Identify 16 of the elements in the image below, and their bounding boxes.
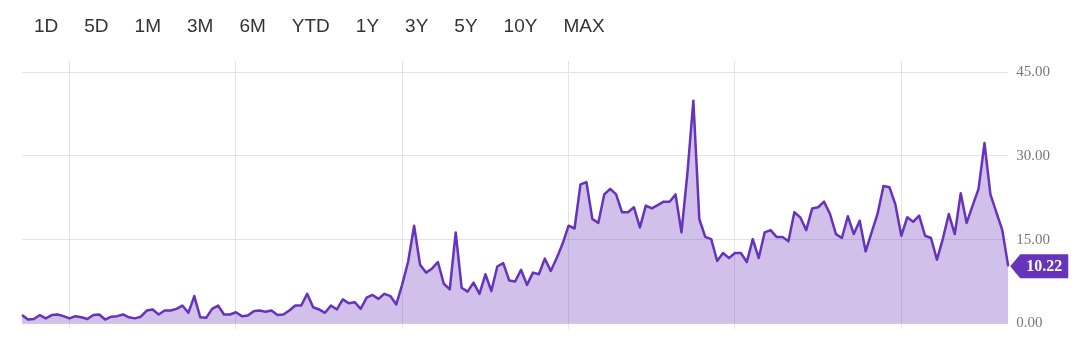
- y-tick-label: 0.00: [1016, 314, 1043, 331]
- text: 10Y: [503, 15, 538, 37]
- y-tick-label: 45.00: [1016, 63, 1050, 80]
- text: 3Y: [405, 15, 429, 37]
- text: MAX: [563, 15, 605, 37]
- text: 6M: [239, 15, 266, 37]
- text: 5D: [84, 15, 109, 37]
- text: 5Y: [454, 15, 478, 37]
- y-tick-label: 15.00: [1016, 230, 1050, 247]
- text: 1Y: [355, 15, 380, 37]
- y-tick-label: 30.00: [1016, 146, 1050, 163]
- text: 10.22: [1026, 257, 1063, 275]
- text: YTD: [291, 15, 330, 37]
- text: 1M: [134, 15, 161, 37]
- text: 3M: [187, 15, 214, 37]
- text: 1D: [34, 15, 59, 37]
